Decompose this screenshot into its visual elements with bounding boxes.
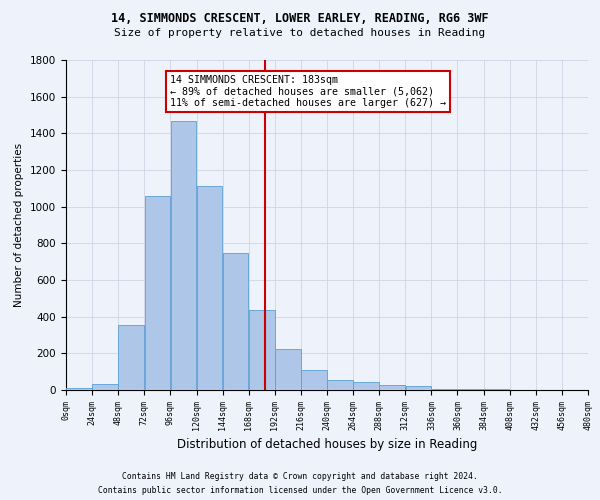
Text: Contains public sector information licensed under the Open Government Licence v3: Contains public sector information licen… [98, 486, 502, 495]
Bar [197, 186, 223, 390]
Bar [301, 370, 327, 390]
Text: 14 SIMMONDS CRESCENT: 183sqm
← 89% of detached houses are smaller (5,062)
11% of: 14 SIMMONDS CRESCENT: 183sqm ← 89% of de… [170, 74, 446, 108]
Bar [118, 325, 144, 390]
Bar [275, 349, 301, 390]
Bar [92, 384, 118, 390]
Bar [249, 310, 275, 390]
Bar [379, 384, 405, 390]
Bar [458, 389, 484, 390]
Bar [353, 382, 379, 390]
Text: Size of property relative to detached houses in Reading: Size of property relative to detached ho… [115, 28, 485, 38]
Bar [431, 388, 457, 390]
Bar [145, 196, 170, 390]
Text: Contains HM Land Registry data © Crown copyright and database right 2024.: Contains HM Land Registry data © Crown c… [122, 472, 478, 481]
Bar [66, 388, 92, 390]
X-axis label: Distribution of detached houses by size in Reading: Distribution of detached houses by size … [177, 438, 477, 451]
Bar [406, 386, 431, 390]
Bar [223, 252, 248, 390]
Bar [170, 120, 196, 390]
Bar [327, 380, 353, 390]
Text: 14, SIMMONDS CRESCENT, LOWER EARLEY, READING, RG6 3WF: 14, SIMMONDS CRESCENT, LOWER EARLEY, REA… [111, 12, 489, 26]
Y-axis label: Number of detached properties: Number of detached properties [14, 143, 25, 307]
